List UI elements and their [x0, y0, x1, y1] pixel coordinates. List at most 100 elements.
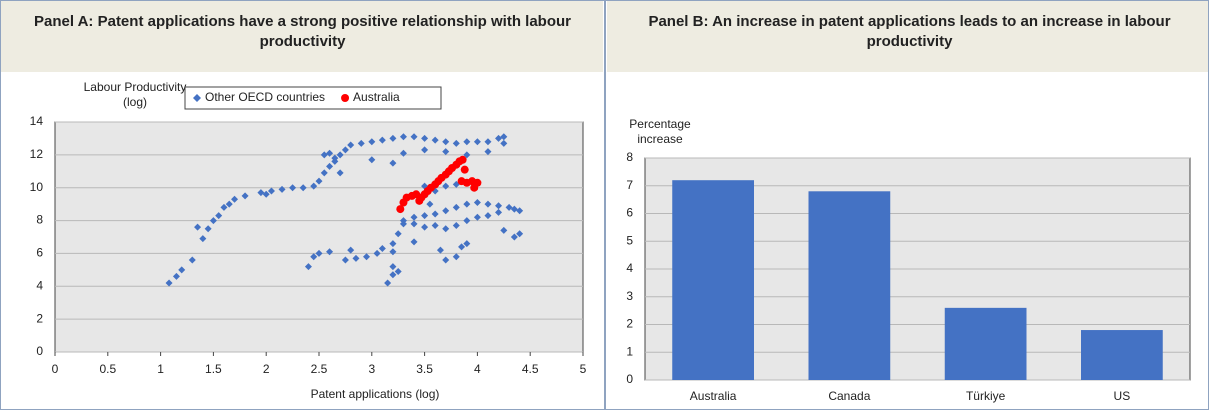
legend-marker — [341, 94, 350, 102]
point — [389, 263, 397, 271]
point — [495, 134, 503, 142]
y-tick-label: 8 — [626, 150, 633, 164]
x-tick-label: Canada — [828, 389, 870, 403]
point — [442, 207, 450, 215]
point — [431, 222, 439, 229]
point — [442, 138, 450, 146]
y-tick-label: 8 — [36, 213, 43, 227]
y-tick-label: 6 — [626, 206, 633, 220]
point — [241, 192, 249, 200]
point — [505, 203, 513, 211]
point — [194, 223, 202, 231]
point — [389, 271, 397, 279]
point — [188, 256, 196, 264]
point — [463, 217, 471, 225]
x-tick-label: 4.5 — [522, 362, 539, 376]
chart-title: Panel B: An increase in patent applicati… — [648, 13, 1171, 50]
point — [421, 223, 429, 231]
point — [389, 248, 397, 256]
point — [299, 184, 307, 192]
point — [165, 279, 173, 287]
y-tick-label: 14 — [30, 114, 44, 128]
y-tick-label: 6 — [36, 246, 43, 260]
x-tick-label: Australia — [690, 389, 737, 403]
x-tick-label: 0.5 — [99, 362, 116, 376]
point — [199, 235, 207, 243]
x-tick-label: US — [1114, 389, 1131, 403]
point — [410, 238, 418, 246]
point — [500, 133, 508, 141]
legend — [184, 86, 442, 110]
legend-label: Australia — [353, 90, 400, 104]
point — [442, 225, 450, 233]
bar — [944, 307, 1027, 380]
point — [458, 155, 467, 164]
point — [336, 169, 344, 177]
point — [394, 230, 402, 238]
y-tick-label: 2 — [36, 311, 43, 325]
point — [510, 205, 518, 213]
y-axis-label: Labour Productivity (log) — [83, 80, 187, 109]
point — [341, 256, 349, 264]
point — [368, 156, 376, 164]
point — [473, 138, 481, 146]
point — [368, 138, 376, 146]
x-tick-label: 2.5 — [311, 362, 328, 376]
point — [320, 151, 328, 159]
point — [373, 249, 381, 257]
point — [484, 148, 492, 156]
point — [484, 138, 492, 146]
point — [172, 272, 180, 280]
y-tick-label: 0 — [36, 344, 43, 358]
point — [399, 217, 407, 225]
point — [452, 253, 460, 261]
y-tick-label: 2 — [626, 317, 633, 331]
point — [410, 133, 418, 141]
y-tick-label: 4 — [626, 261, 633, 275]
point — [463, 240, 471, 248]
x-tick-label: Türkiye — [966, 389, 1006, 403]
point — [421, 146, 429, 154]
point — [267, 187, 275, 195]
y-tick-label: 1 — [626, 344, 633, 358]
point — [326, 248, 334, 256]
point — [389, 240, 397, 248]
point — [231, 195, 239, 203]
point — [384, 279, 392, 287]
point — [442, 148, 450, 156]
point — [431, 136, 439, 144]
point — [220, 203, 228, 211]
point — [421, 134, 429, 142]
point — [442, 182, 450, 190]
y-tick-label: 10 — [30, 180, 44, 194]
point — [320, 169, 328, 177]
bar — [808, 191, 891, 380]
point — [431, 210, 439, 218]
point — [473, 213, 481, 221]
point — [458, 243, 466, 251]
point — [516, 207, 524, 215]
point — [257, 189, 265, 197]
point — [331, 154, 339, 162]
point — [278, 185, 286, 193]
point — [315, 177, 323, 185]
x-tick-label: 3 — [368, 362, 375, 376]
point — [310, 182, 318, 190]
point — [442, 256, 450, 264]
x-axis-label: Patent applications (log) — [310, 387, 440, 401]
point — [204, 225, 212, 233]
y-axis-label: Percentage increase — [629, 117, 691, 146]
point — [463, 200, 471, 208]
point — [399, 133, 407, 141]
point — [347, 141, 355, 149]
point — [463, 138, 471, 146]
x-tick-label: 4 — [474, 362, 481, 376]
y-tick-label: 7 — [626, 178, 633, 192]
point — [510, 233, 518, 241]
point — [436, 246, 444, 254]
point — [326, 149, 334, 157]
point — [473, 199, 481, 206]
y-tick-label: 3 — [626, 289, 633, 303]
point — [347, 246, 355, 254]
